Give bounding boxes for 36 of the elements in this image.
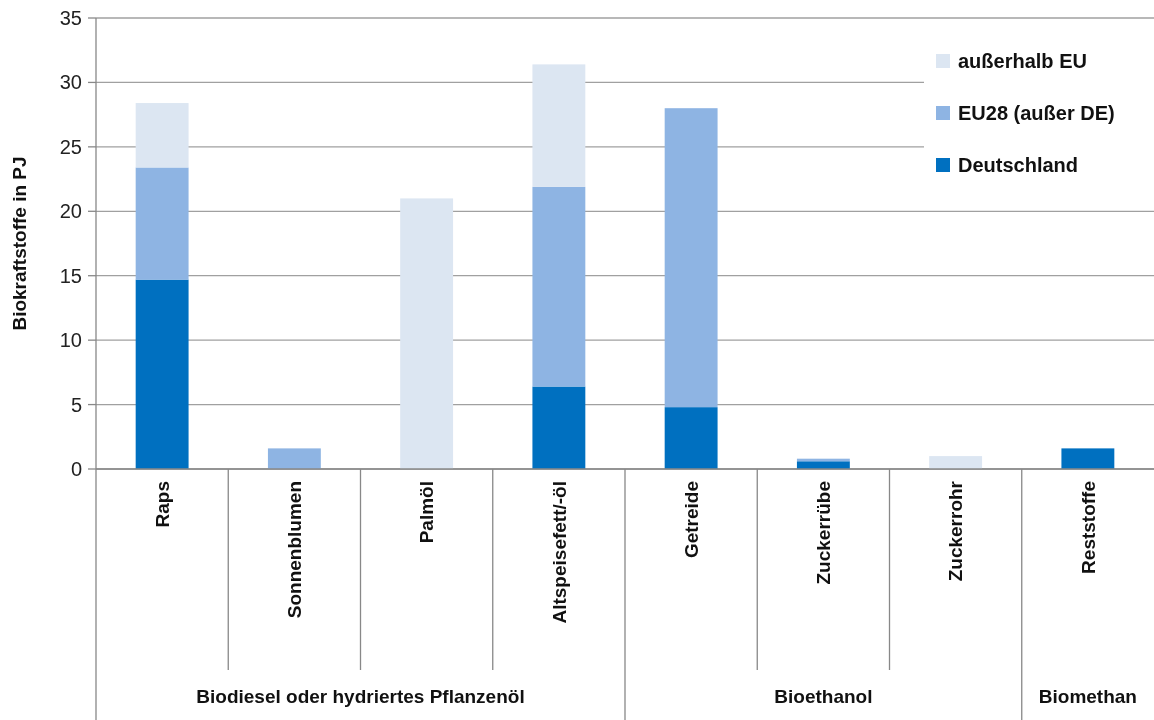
y-tick-label: 25 bbox=[59, 135, 82, 158]
y-tick-label: 15 bbox=[59, 264, 82, 287]
x-tick-label: Raps bbox=[151, 481, 173, 528]
x-tick-label: Palmöl bbox=[416, 481, 438, 544]
bar bbox=[929, 456, 983, 469]
x-tick-label: Zuckerrohr bbox=[945, 480, 967, 582]
x-tick-label: Altspeisefett/-öl bbox=[548, 481, 570, 624]
text: Biodiesel oder hydriertes Pflanzenöl bbox=[196, 686, 525, 707]
x-tick-label: Reststoffe bbox=[1077, 481, 1099, 574]
bar bbox=[135, 103, 189, 168]
text: Biomethan bbox=[1038, 686, 1137, 707]
y-tick-label: 30 bbox=[59, 71, 82, 94]
bar bbox=[664, 407, 718, 469]
bar bbox=[135, 279, 189, 469]
y-tick-label: 10 bbox=[59, 329, 82, 352]
y-tick-label: 0 bbox=[70, 458, 82, 480]
bar bbox=[400, 198, 454, 469]
y-tick-label: 5 bbox=[70, 393, 82, 416]
legend-label: Deutschland bbox=[958, 154, 1079, 176]
bar bbox=[135, 167, 189, 280]
legend-label: außerhalb EU bbox=[958, 50, 1087, 72]
y-tick-label: 35 bbox=[59, 7, 82, 29]
bar bbox=[664, 108, 718, 408]
y-axis-title: Biokraftstoffe in PJ bbox=[9, 156, 30, 331]
x-tick-label: Zuckerrübe bbox=[813, 481, 835, 585]
bar bbox=[532, 64, 586, 187]
bar bbox=[796, 461, 850, 469]
bar bbox=[532, 186, 586, 387]
x-tick-label: Getreide bbox=[680, 481, 702, 559]
x-tick-label: Sonnenblumen bbox=[284, 481, 306, 619]
y-tick-label: 20 bbox=[59, 200, 82, 223]
legend-label: EU28 (außer DE) bbox=[958, 102, 1115, 124]
bar bbox=[532, 386, 586, 469]
text: Bioethanol bbox=[774, 686, 873, 707]
bar bbox=[1061, 448, 1115, 469]
bar bbox=[267, 448, 321, 469]
